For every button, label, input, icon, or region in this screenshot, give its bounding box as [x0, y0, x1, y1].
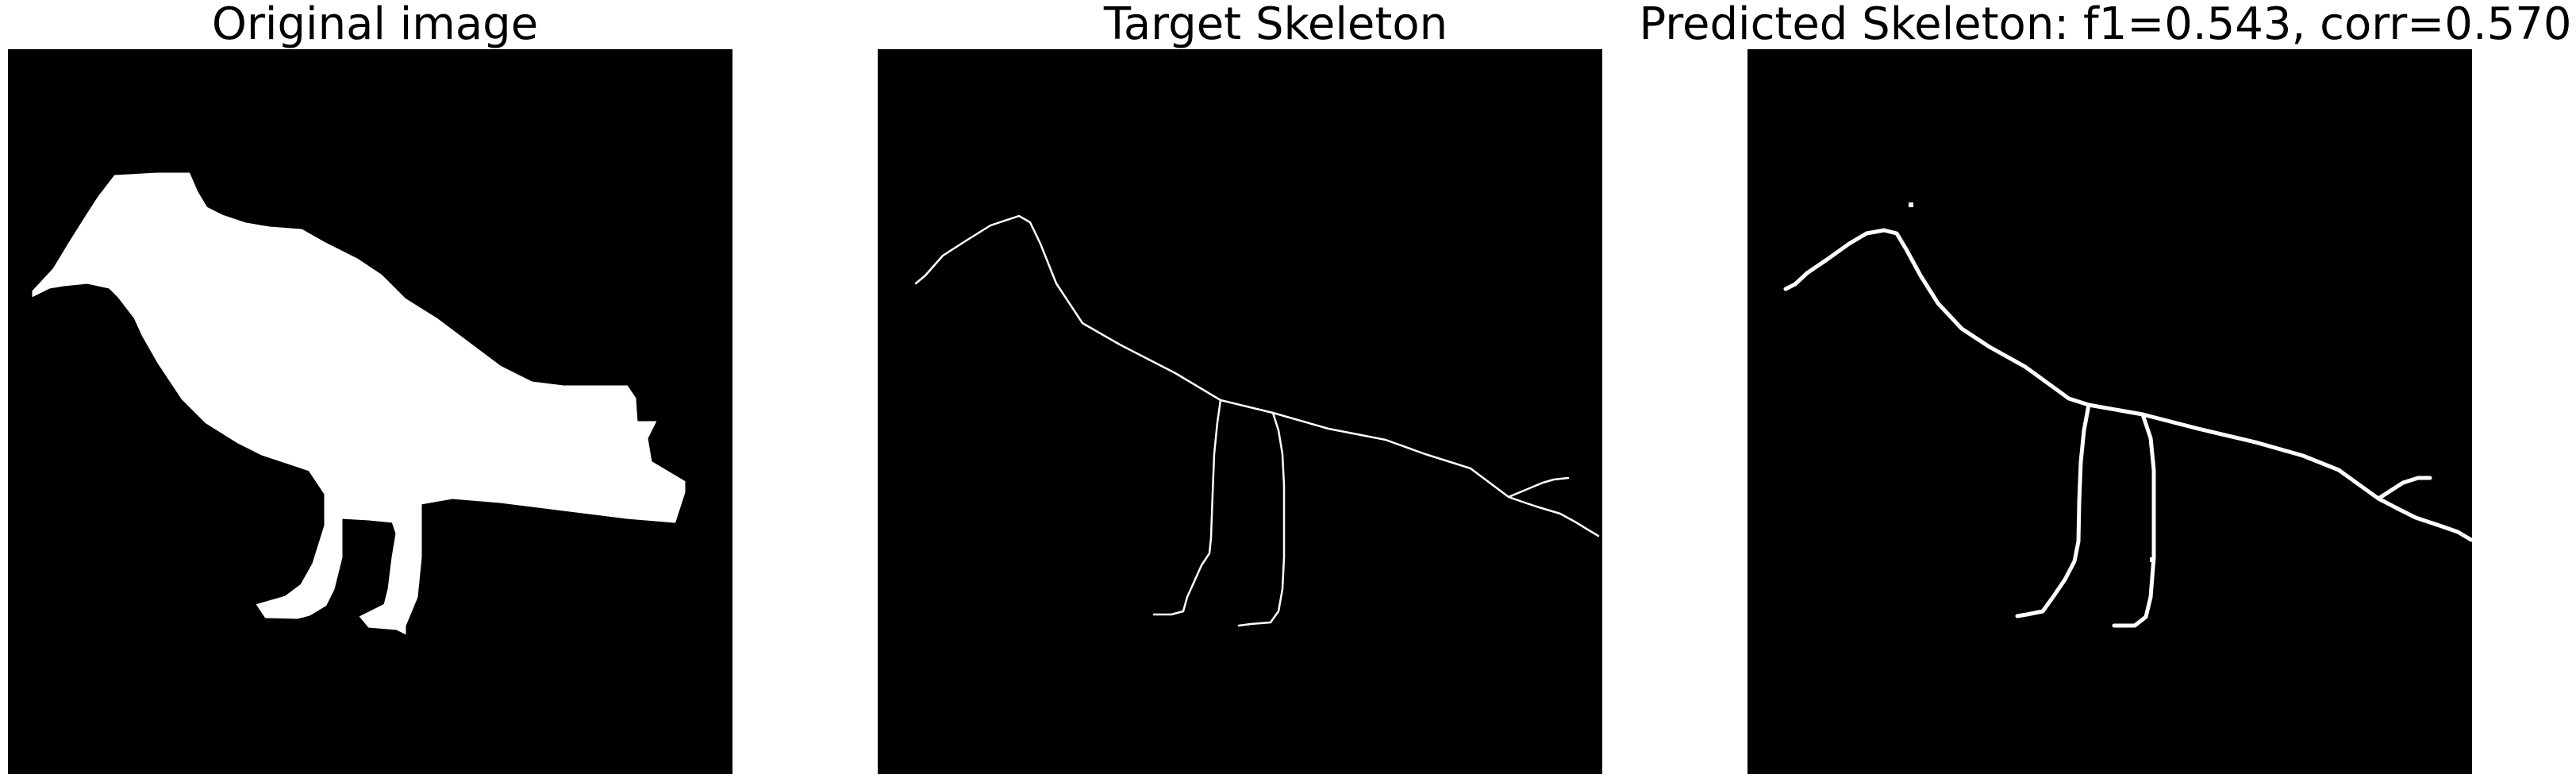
panel-title-original: Original image: [211, 0, 539, 50]
predicted-noise-speck: [1909, 202, 1913, 207]
original-image: [8, 49, 732, 774]
skeleton-leg-right: [1237, 411, 1286, 627]
skeleton-head-back: [914, 214, 1222, 402]
bird-body: [32, 172, 686, 635]
predicted-leg-right: [2112, 412, 2156, 628]
target-skeleton: [914, 214, 1600, 627]
panel-title-predicted: Predicted Skeleton: f1=0.543, corr=0.570: [1639, 0, 2572, 50]
predicted-skeleton: [1783, 202, 2472, 628]
predicted-skeleton-image: [1747, 49, 2472, 774]
skeleton-tail: [1219, 399, 1600, 537]
panel-title-target: Target Skeleton: [1103, 0, 1448, 50]
bird-silhouette: [32, 172, 686, 635]
predicted-noise-speck: [2150, 557, 2154, 562]
predicted-head-back: [1783, 228, 2091, 407]
target-skeleton-image: [878, 49, 1602, 774]
predicted-tail-fork: [2376, 476, 2432, 501]
skeleton-leg-left: [1152, 399, 1222, 616]
skeleton-tail-fork: [1507, 476, 1570, 499]
predicted-leg-left: [2015, 403, 2091, 618]
predicted-tail: [2086, 403, 2472, 542]
